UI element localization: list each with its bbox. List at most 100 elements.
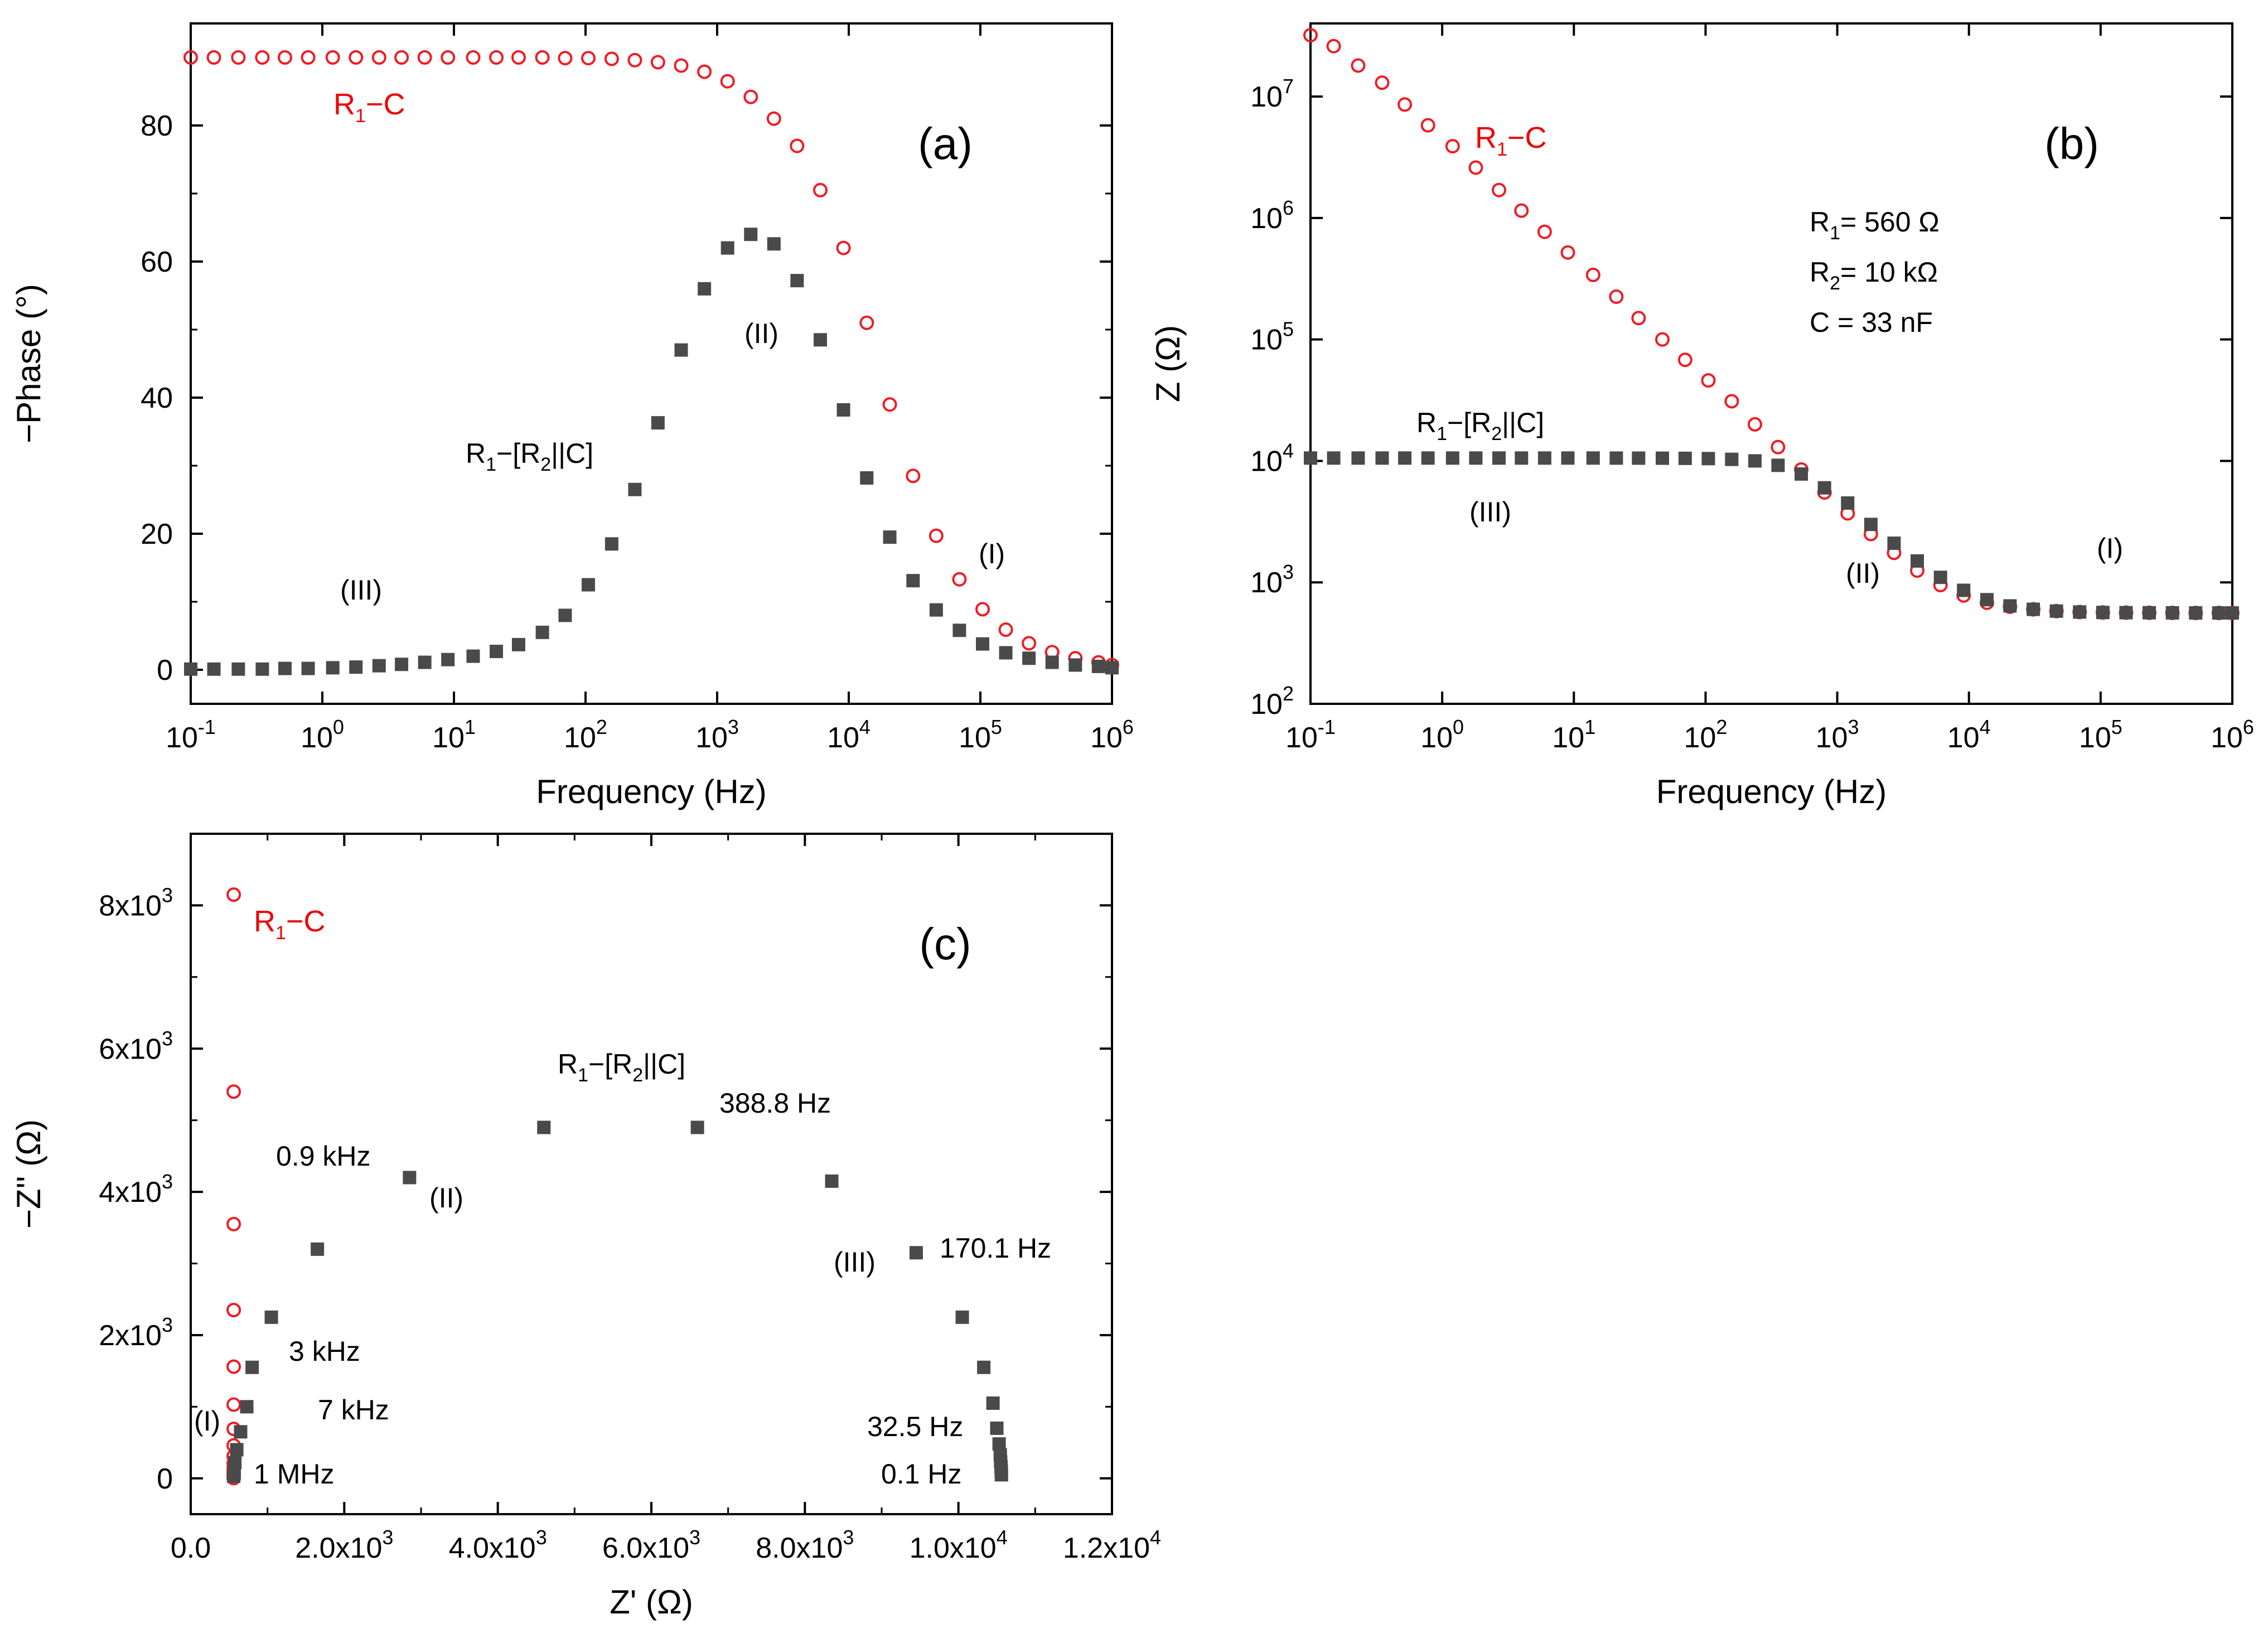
data-point [825,1174,839,1188]
data-point [1609,289,1624,304]
data-point [255,662,269,676]
x-tick-label: 101 [1552,716,1595,754]
data-point [1327,451,1341,465]
data-point [311,1242,325,1256]
data-point [1303,28,1318,43]
data-point [986,1396,1000,1410]
data-point [882,397,897,412]
data-point [206,50,221,65]
x-tick-label: 6.0x103 [602,1526,700,1564]
data-point [326,661,340,675]
data-point [1326,38,1341,54]
data-point [767,237,781,251]
x-tick-label: 106 [2211,716,2254,754]
panel-c: 0.0 2.0x103 4.0x103 6.0x103 8.0x103 1.0x104 1.… [10,833,1161,1621]
data-point [2165,606,2179,620]
series-r1-c [1303,28,2240,621]
x-tick-label: 103 [1816,716,1859,754]
data-point [2226,606,2239,620]
data-point [1957,583,1971,597]
data-point [466,50,481,65]
data-point [604,51,619,66]
y-tick-label: 104 [1250,439,1294,477]
annotation-r3: (III) [340,574,382,606]
plot-frame [190,22,1113,705]
data-point [1492,451,1506,465]
data-point [490,645,504,659]
data-point [226,1216,241,1231]
panel-a: 10-1 100 101 102 103 104 105 106 0 20 40 60 80 Freque… [10,22,1134,810]
y-tick-label: 8x103 [99,883,173,922]
data-point [1911,554,1924,568]
data-point [394,50,409,65]
annotation-r1: (I) [979,538,1005,569]
series-r1-r2-c [184,228,1119,676]
x-axis-title: Frequency (Hz) [1656,773,1887,810]
annotation-r2: (II) [744,318,778,349]
panel-b: 10-1 100 101 102 103 104 105 106 102 103 104 105 106… [1149,22,2254,810]
data-point [1045,655,1059,669]
data-point [1747,417,1762,432]
x-axis-title: Z' (Ω) [610,1583,693,1621]
data-point [766,111,781,126]
data-point [1469,451,1483,465]
data-point [1375,75,1390,90]
annotation-f01: 0.1 Hz [881,1458,962,1490]
data-point [976,637,990,651]
data-point [975,602,990,617]
data-point [1492,182,1507,197]
series-r1-c [226,887,241,1486]
data-point [1795,467,1808,481]
data-point [184,662,197,676]
data-point [1655,332,1670,347]
data-point [1022,636,1037,651]
data-point [860,471,874,485]
data-point [1748,454,1762,468]
annotation-rc: R1−C [1475,121,1546,160]
annotation-f09k: 0.9 kHz [276,1141,371,1172]
annotation-r2: (II) [1846,558,1880,589]
data-point [240,1400,254,1414]
data-point [605,537,618,551]
series-r1-r2-c [1304,451,2239,620]
y-tick-label: 102 [1250,682,1294,721]
annotation-p3: C = 33 nF [1810,307,1933,338]
annotation-r1: (I) [2097,533,2123,564]
x-tick-label: 8.0x103 [756,1526,854,1564]
data-point [230,1443,244,1457]
data-point [1022,651,1036,665]
data-point [226,1397,241,1412]
data-point [1655,451,1669,465]
data-point [1677,352,1692,368]
y-axis-title: −Phase (°) [10,284,47,443]
data-point [1537,224,1552,239]
x-tick-label: 100 [1420,716,1464,754]
data-point [790,274,804,288]
panel-label: (a) [918,119,973,168]
data-point [955,1310,969,1324]
data-point [418,655,432,669]
x-tick-label: 105 [2079,716,2122,754]
data-point [697,64,712,79]
data-point [1678,451,1692,465]
data-point [990,1421,1004,1435]
y-tick-label: 20 [141,518,173,550]
data-point [859,315,874,330]
data-point [372,659,386,673]
data-point [226,1359,241,1374]
x-tick-label: 101 [432,716,476,754]
y-tick-label: 105 [1250,318,1294,356]
data-point [489,50,504,65]
x-tick-label: 105 [959,716,1002,754]
annotation-r2: (II) [429,1182,463,1214]
data-point [1375,451,1389,465]
data-point [883,530,897,544]
data-point [2189,606,2203,620]
data-point [998,622,1013,637]
y-tick-label: 106 [1250,196,1294,235]
data-point [511,50,526,65]
data-point [231,662,245,676]
annotation-f7k: 7 kHz [318,1394,389,1425]
data-point [909,1246,923,1260]
data-point [977,1360,991,1374]
